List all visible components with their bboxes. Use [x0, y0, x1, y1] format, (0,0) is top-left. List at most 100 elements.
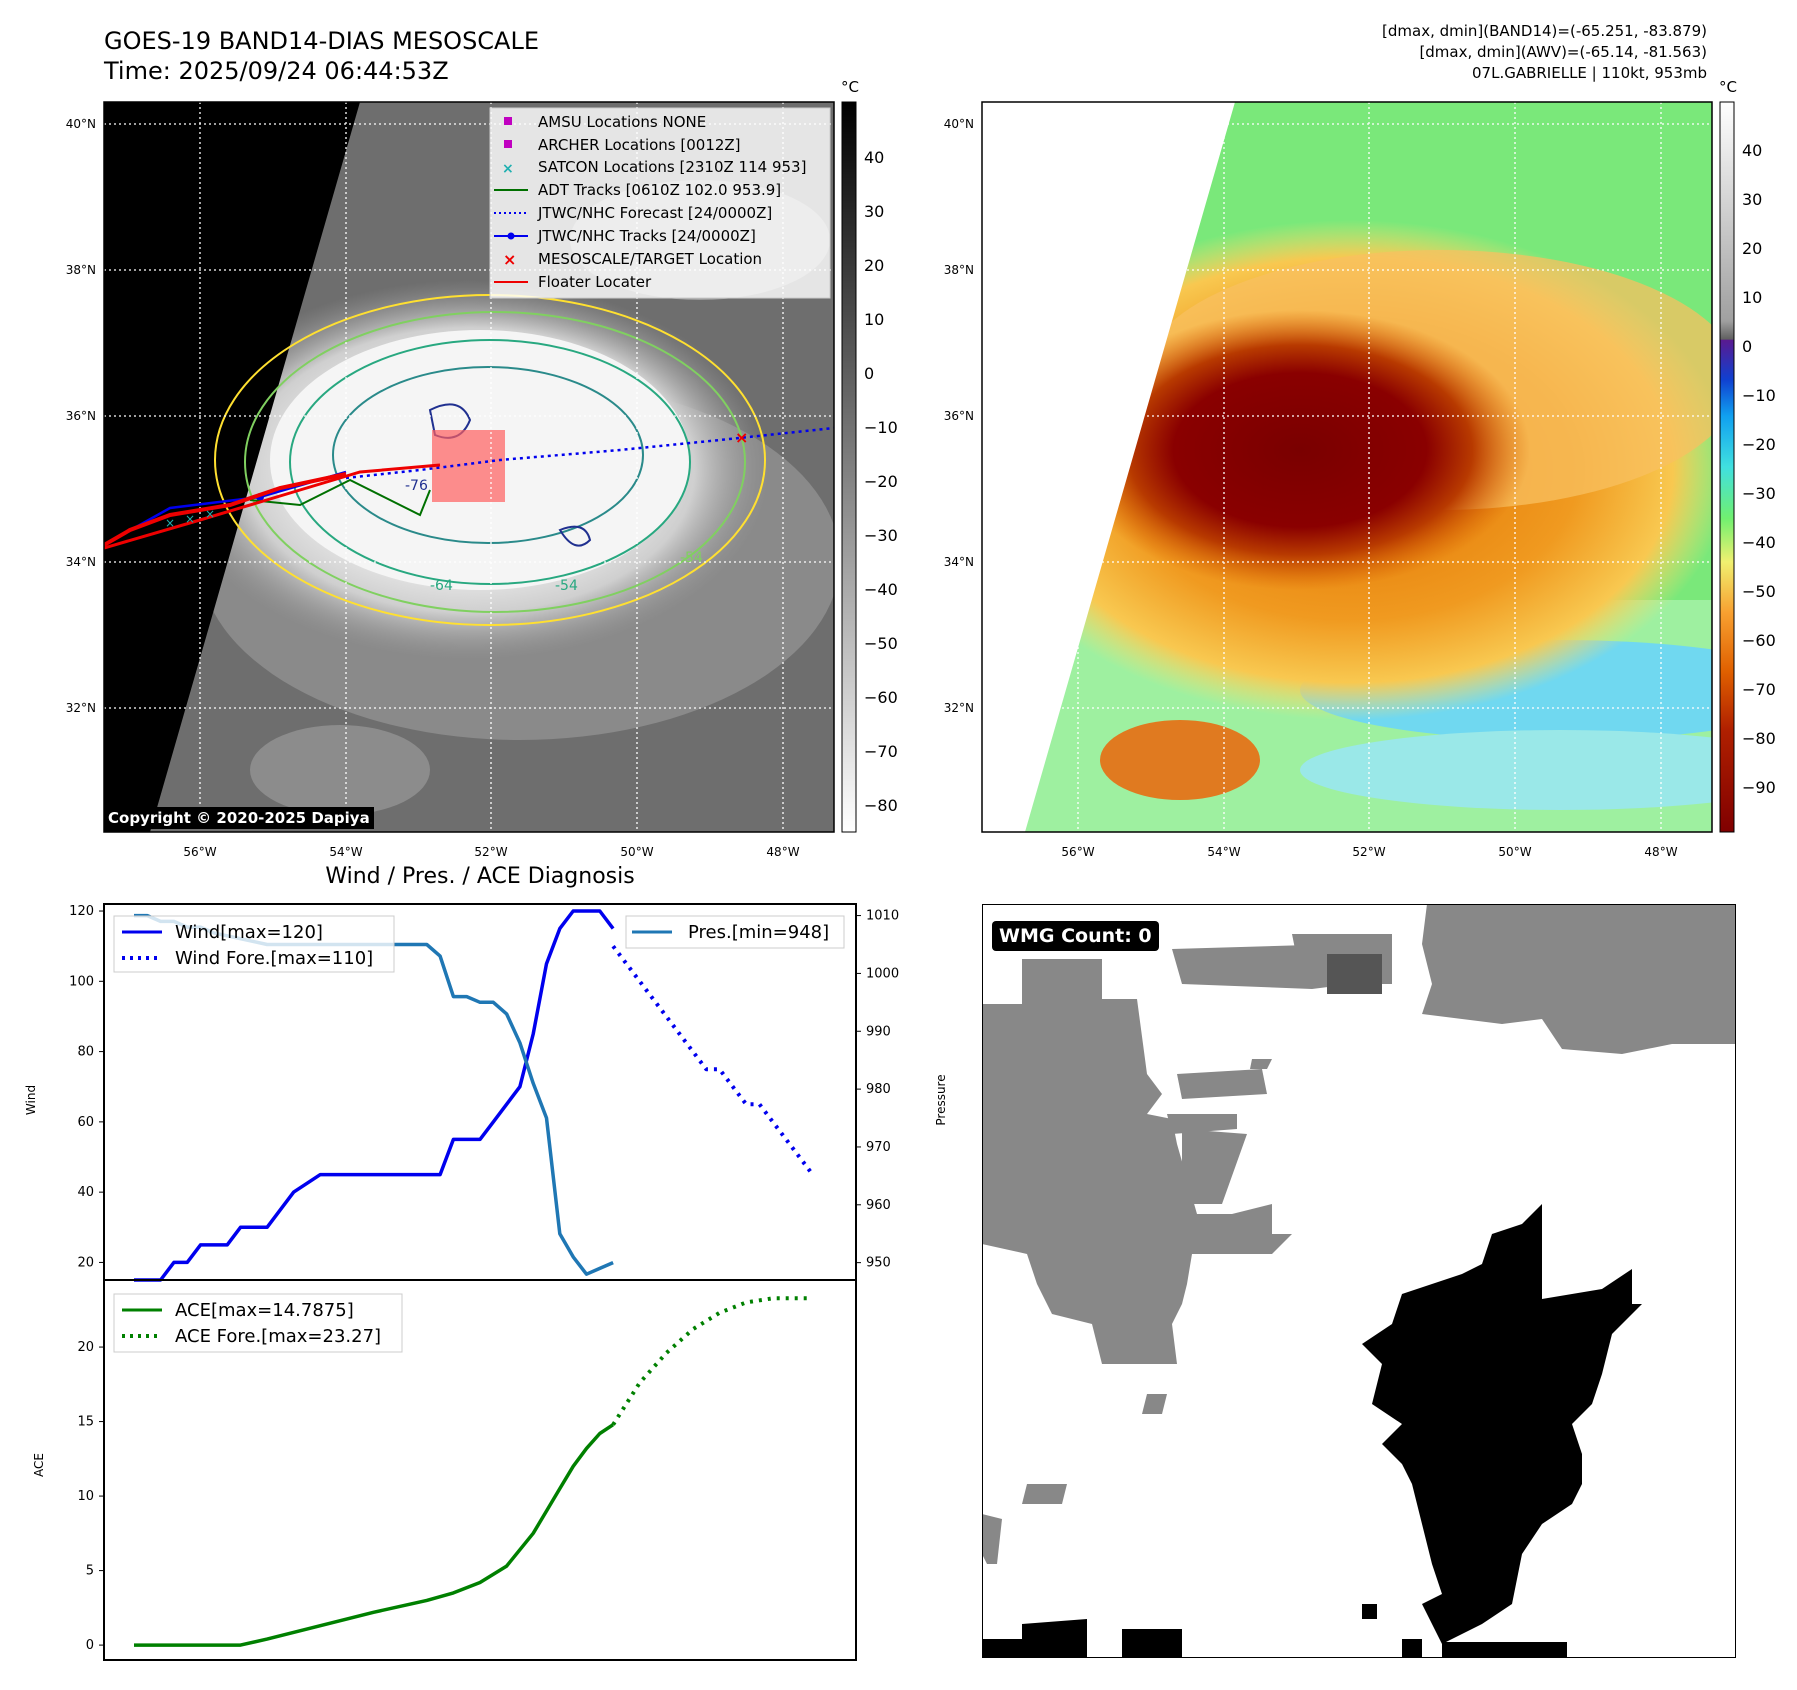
colorbar-tick: −60: [864, 688, 898, 707]
legend-item: SATCON Locations [2310Z 114 953]: [538, 158, 806, 176]
lat-tick: 36°N: [944, 409, 974, 423]
wind-legend: Wind[max=120] Wind Fore.[max=110]: [113, 915, 395, 973]
info-line1: [dmax, dmin](BAND14)=(-65.251, -83.879): [1382, 22, 1707, 40]
contour-label: -76: [405, 478, 428, 494]
legend-item: Floater Locater: [538, 273, 652, 291]
colorbar-tick: 30: [864, 202, 884, 221]
contour-label: -64: [430, 578, 453, 594]
lat-tick: 38°N: [944, 263, 974, 277]
wind-forecast-line: [611, 944, 815, 1176]
colorbar-tick: 20: [1742, 239, 1762, 258]
svg-text:×: ×: [165, 516, 175, 530]
pressure-legend: Pres.[min=948]: [625, 915, 845, 949]
lat-tick: 32°N: [66, 701, 96, 715]
pressure-tick-label: 970: [866, 1140, 891, 1155]
legend-item: JTWC/NHC Tracks [24/0000Z]: [537, 227, 756, 245]
lat-tick: 32°N: [944, 701, 974, 715]
svg-text:×: ×: [205, 507, 215, 521]
colorbar-tick: 10: [1742, 288, 1762, 307]
ace-tick-label: 20: [77, 1340, 94, 1355]
map-legend: AMSU Locations NONE ARCHER Locations [00…: [489, 107, 831, 299]
lon-tick: 48°W: [1644, 845, 1677, 859]
colorbar-tick: −10: [864, 418, 898, 437]
lon-tick: 56°W: [183, 845, 216, 859]
pressure-tick-label: 990: [866, 1024, 891, 1039]
ace-line: [134, 1423, 615, 1647]
pressure-tick-label: 1010: [866, 909, 899, 924]
left-colorbar: °C 40 30 20 10 0 −10 −20 −30 −40 −50 −60…: [841, 78, 898, 833]
legend-item: MESOSCALE/TARGET Location: [538, 250, 762, 268]
right-colorbar: °C 40 30 20 10 0 −10 −20 −30 −40 −50 −60…: [1719, 78, 1776, 833]
legend-item: ACE Fore.[max=23.27]: [175, 1326, 381, 1347]
colorbar-tick: −20: [864, 472, 898, 491]
info-line2: [dmax, dmin](AWV)=(-65.14, -81.563): [1419, 43, 1707, 61]
ace-axes-frame: [103, 1279, 857, 1661]
svg-text:×: ×: [735, 428, 748, 447]
contour-label: -54: [680, 550, 703, 566]
lon-tick: 50°W: [1498, 845, 1531, 859]
diagnosis-chart: 20 40 60 80 100 120 950 960 970 980 990 1000 1010 0 5…: [24, 903, 948, 1661]
wind-axis-label: Wind: [24, 1085, 38, 1115]
colorbar-tick: −50: [864, 634, 898, 653]
colorbar-tick: 10: [864, 310, 884, 329]
wmg-panel: [982, 904, 1736, 1658]
ace-tick-label: 5: [86, 1564, 94, 1579]
wind-tick-label: 40: [77, 1185, 94, 1200]
figure-title-line2: Time: 2025/09/24 06:44:53Z: [104, 57, 449, 85]
lon-tick: 56°W: [1061, 845, 1094, 859]
ace-tick-label: 10: [77, 1489, 94, 1504]
ace-forecast-line: [611, 1296, 813, 1426]
red-x-icon: ×: [503, 250, 516, 269]
magenta-square-icon: [504, 140, 512, 148]
lon-tick: 50°W: [620, 845, 653, 859]
colorbar-tick: −50: [1742, 582, 1776, 601]
pressure-tick-label: 950: [866, 1256, 891, 1271]
ace-tick-label: 15: [77, 1415, 94, 1430]
colorbar-tick: −80: [1742, 729, 1776, 748]
lat-tick: 40°N: [66, 117, 96, 131]
legend-item: JTWC/NHC Forecast [24/0000Z]: [537, 204, 772, 222]
wind-tick-label: 120: [69, 904, 94, 919]
colorbar-tick: −70: [864, 742, 898, 761]
colorbar-tick: −60: [1742, 631, 1776, 650]
left-map-panel: × × × × -64 -54 -54 -76 AMSU Locations NON…: [66, 78, 1776, 859]
info-line3: 07L.GABRIELLE | 110kt, 953mb: [1472, 64, 1707, 82]
pressure-tick-label: 1000: [866, 966, 899, 981]
ace-tick-label: 0: [86, 1638, 94, 1653]
colorbar-tick: −30: [1742, 484, 1776, 503]
wind-line: [134, 909, 615, 1282]
lon-tick: 54°W: [1207, 845, 1240, 859]
lat-tick: 38°N: [66, 263, 96, 277]
colorbar-tick: −80: [864, 796, 898, 815]
legend-item: ACE[max=14.7875]: [175, 1300, 354, 1321]
colorbar-tick: 0: [1742, 337, 1752, 356]
legend-item: Pres.[min=948]: [688, 922, 829, 943]
colorbar-tick: −10: [1742, 386, 1776, 405]
pressure-axis-label: Pressure: [934, 1074, 948, 1125]
colorbar-tick: 40: [864, 148, 884, 167]
copyright-label: Copyright © 2020-2025 Dapiya: [104, 807, 374, 829]
colorbar-tick: −30: [864, 526, 898, 545]
colorbar-tick: 40: [1742, 141, 1762, 160]
contour-label: -54: [555, 578, 578, 594]
wmg-count-badge: WMG Count: 0: [992, 921, 1159, 951]
colorbar-tick: −90: [1742, 778, 1776, 797]
colorbar-unit: °C: [841, 78, 859, 96]
lon-tick: 52°W: [1352, 845, 1385, 859]
color-enhanced-imagery: [982, 102, 1712, 832]
legend-item: AMSU Locations NONE: [538, 113, 706, 131]
colorbar-tick: −40: [1742, 533, 1776, 552]
wind-tick-label: 60: [77, 1115, 94, 1130]
colorbar-tick: −70: [1742, 680, 1776, 699]
lat-tick: 34°N: [944, 555, 974, 569]
wind-tick-label: 100: [69, 974, 94, 989]
colorbar-tick: −20: [1742, 435, 1776, 454]
svg-text:×: ×: [185, 512, 195, 526]
lon-tick: 54°W: [329, 845, 362, 859]
colorbar-tick: −40: [864, 580, 898, 599]
wind-tick-label: 20: [77, 1255, 94, 1270]
colorbar-tick: 20: [864, 256, 884, 275]
legend-item: Wind[max=120]: [175, 922, 323, 943]
figure-title-line1: GOES-19 BAND14-DIAS MESOSCALE: [104, 27, 540, 55]
lon-tick: 52°W: [474, 845, 507, 859]
